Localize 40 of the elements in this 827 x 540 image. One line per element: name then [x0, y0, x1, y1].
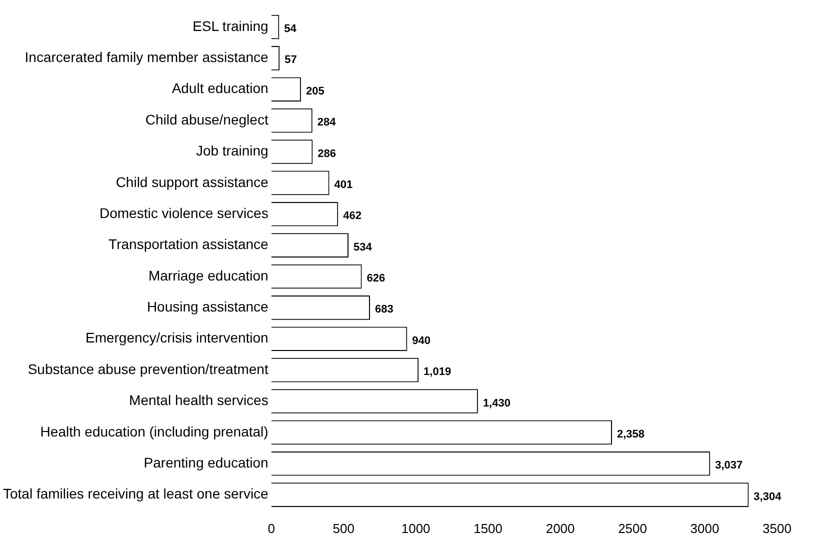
y-tick-label: ESL training: [192, 18, 268, 34]
y-tick-label: Substance abuse prevention/treatment: [28, 360, 268, 377]
y-tick-label: Total families receiving at least one service: [3, 486, 269, 502]
x-tick-label: 500: [332, 520, 354, 536]
y-tick-label: Child support assistance: [116, 174, 269, 190]
data-label: 3,304: [754, 490, 782, 503]
data-label: 1,019: [424, 366, 452, 378]
data-label: 57: [284, 54, 297, 66]
data-label: 2,358: [617, 428, 645, 440]
data-label: 205: [306, 85, 324, 98]
data-label: 1,430: [482, 397, 510, 410]
y-tick-label: Mental health services: [129, 392, 268, 408]
data-label: 462: [343, 210, 362, 222]
x-tick-label: 3000: [690, 520, 720, 536]
data-label: 54: [284, 23, 298, 36]
y-tick-label: Marriage education: [148, 267, 268, 284]
y-tick-label: Child abuse/neglect: [145, 111, 268, 128]
x-tick-label: 1000: [401, 520, 430, 536]
y-tick-label: Emergency/crisis intervention: [85, 330, 268, 346]
y-tick-label: Job training: [196, 142, 268, 159]
x-tick-label: 0: [268, 520, 275, 536]
x-tick-label: 2000: [546, 520, 575, 536]
x-tick-label: 1500: [474, 520, 503, 536]
data-label: 284: [317, 116, 337, 129]
data-label: 683: [375, 304, 394, 316]
y-tick-label: Housing assistance: [146, 298, 269, 315]
data-label: 940: [412, 334, 431, 347]
x-tick-label: 2500: [618, 520, 647, 536]
y-tick-label: Parenting education: [144, 454, 268, 470]
data-label: 534: [353, 241, 373, 254]
data-label: 401: [334, 178, 353, 191]
y-tick-label: Adult education: [172, 80, 268, 96]
y-tick-label: Domestic violence services: [100, 204, 268, 221]
data-label: 286: [318, 148, 336, 160]
y-tick-label: Health education (including prenatal): [40, 423, 268, 440]
y-tick-label: Incarcerated family member assistance: [24, 49, 269, 66]
y-tick-label: Transportation assistance: [108, 236, 269, 252]
x-tick-label: 3500: [762, 520, 792, 536]
data-label: 3,037: [715, 460, 743, 472]
data-label: 626: [366, 272, 386, 285]
